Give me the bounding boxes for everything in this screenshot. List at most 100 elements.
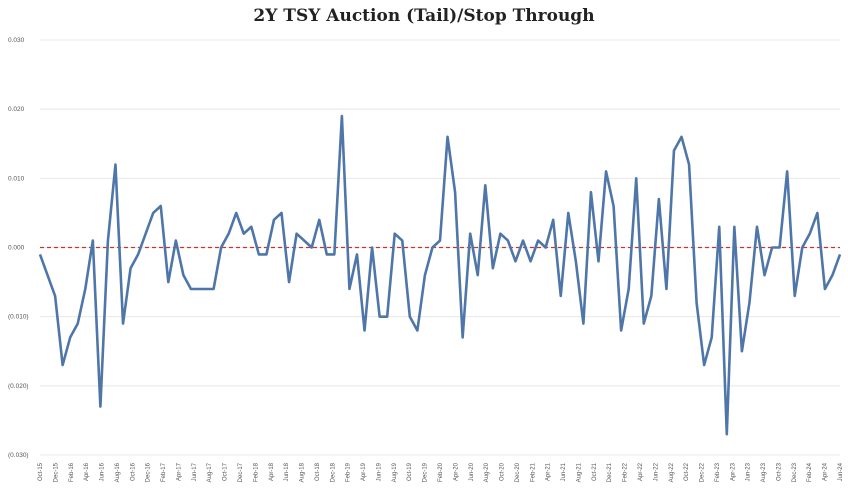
x-tick-label: Oct-15 <box>38 462 44 481</box>
data-point <box>635 177 637 179</box>
data-point <box>544 246 546 248</box>
data-point <box>69 336 71 338</box>
data-point <box>492 267 494 269</box>
data-point <box>446 136 448 138</box>
data-point <box>61 364 63 366</box>
y-tick-label: 0.010 <box>8 175 25 182</box>
x-tick-label: Feb-23 <box>715 462 721 482</box>
data-point <box>567 212 569 214</box>
data-point <box>680 136 682 138</box>
data-point <box>733 226 735 228</box>
data-point <box>401 239 403 241</box>
data-point <box>620 329 622 331</box>
x-tick-label: Jun-22 <box>653 462 659 481</box>
data-point <box>122 322 124 324</box>
x-tick-label: Jun-16 <box>100 462 106 481</box>
data-point <box>265 253 267 255</box>
data-point <box>756 226 758 228</box>
x-tick-label: Feb-22 <box>623 462 629 482</box>
data-point <box>537 239 539 241</box>
x-tick-label: Oct-16 <box>130 462 136 481</box>
data-point <box>809 232 811 234</box>
x-tick-label: Aug-21 <box>576 462 582 482</box>
chart-title: 2Y TSY Auction (Tail)/Stop Through <box>253 6 595 26</box>
data-point <box>529 260 531 262</box>
data-point <box>763 274 765 276</box>
x-tick-label: Aug-20 <box>484 462 490 482</box>
data-point <box>227 232 229 234</box>
x-tick-label: Jun-20 <box>469 462 475 481</box>
x-tick-label: Dec-20 <box>515 462 521 482</box>
data-point <box>499 232 501 234</box>
x-tick-label: Oct-22 <box>684 462 690 481</box>
y-tick-label: (0.020) <box>8 383 29 390</box>
x-tick-label: Dec-17 <box>238 462 244 482</box>
x-tick-label: Dec-15 <box>53 462 59 482</box>
x-tick-label: Feb-20 <box>438 462 444 482</box>
data-point <box>46 274 48 276</box>
data-point <box>235 212 237 214</box>
data-point <box>748 302 750 304</box>
data-point <box>605 170 607 172</box>
data-point <box>695 302 697 304</box>
data-point <box>665 288 667 290</box>
x-tick-label: Apr-23 <box>730 462 736 481</box>
x-tick-label: Jun-23 <box>746 462 752 481</box>
x-tick-label: Oct-20 <box>500 462 506 481</box>
data-point <box>378 315 380 317</box>
data-point <box>99 405 101 407</box>
data-point <box>741 350 743 352</box>
x-tick-label: Dec-19 <box>423 462 429 482</box>
data-point <box>688 163 690 165</box>
data-point <box>77 322 79 324</box>
data-point <box>394 232 396 234</box>
data-point <box>454 191 456 193</box>
data-point <box>288 281 290 283</box>
y-tick-label: (0.030) <box>8 452 29 459</box>
data-point <box>310 246 312 248</box>
data-point <box>205 288 207 290</box>
data-point <box>356 253 358 255</box>
x-tick-label: Aug-19 <box>392 462 398 482</box>
data-point <box>197 288 199 290</box>
data-point <box>560 295 562 297</box>
x-tick-label: Apr-19 <box>361 462 367 481</box>
x-tick-label: Jun-24 <box>838 462 844 481</box>
data-point <box>182 274 184 276</box>
series-line <box>38 114 842 436</box>
data-point <box>816 212 818 214</box>
data-point <box>831 274 833 276</box>
data-point <box>839 253 841 255</box>
data-point <box>786 170 788 172</box>
data-point <box>190 288 192 290</box>
x-tick-label: Dec-21 <box>607 462 613 482</box>
data-point <box>424 274 426 276</box>
data-point <box>658 198 660 200</box>
x-tick-label: Apr-16 <box>84 462 90 481</box>
data-point <box>718 226 720 228</box>
data-point <box>54 295 56 297</box>
data-point <box>643 322 645 324</box>
data-point <box>144 232 146 234</box>
y-tick-label: (0.010) <box>8 314 29 321</box>
data-point <box>801 246 803 248</box>
x-tick-label: Apr-24 <box>823 462 829 481</box>
data-point <box>771 246 773 248</box>
data-point <box>175 239 177 241</box>
data-point <box>167 281 169 283</box>
data-point <box>326 253 328 255</box>
x-tick-label: Oct-18 <box>315 462 321 481</box>
data-point <box>484 184 486 186</box>
x-tick-label: Jun-19 <box>376 462 382 481</box>
data-point <box>107 239 109 241</box>
data-point <box>703 364 705 366</box>
data-point <box>137 253 139 255</box>
data-point <box>431 246 433 248</box>
data-point <box>710 336 712 338</box>
data-point <box>416 329 418 331</box>
x-tick-label: Feb-16 <box>69 462 75 482</box>
x-tick-label: Jun-18 <box>284 462 290 481</box>
data-point <box>612 205 614 207</box>
data-point <box>461 336 463 338</box>
